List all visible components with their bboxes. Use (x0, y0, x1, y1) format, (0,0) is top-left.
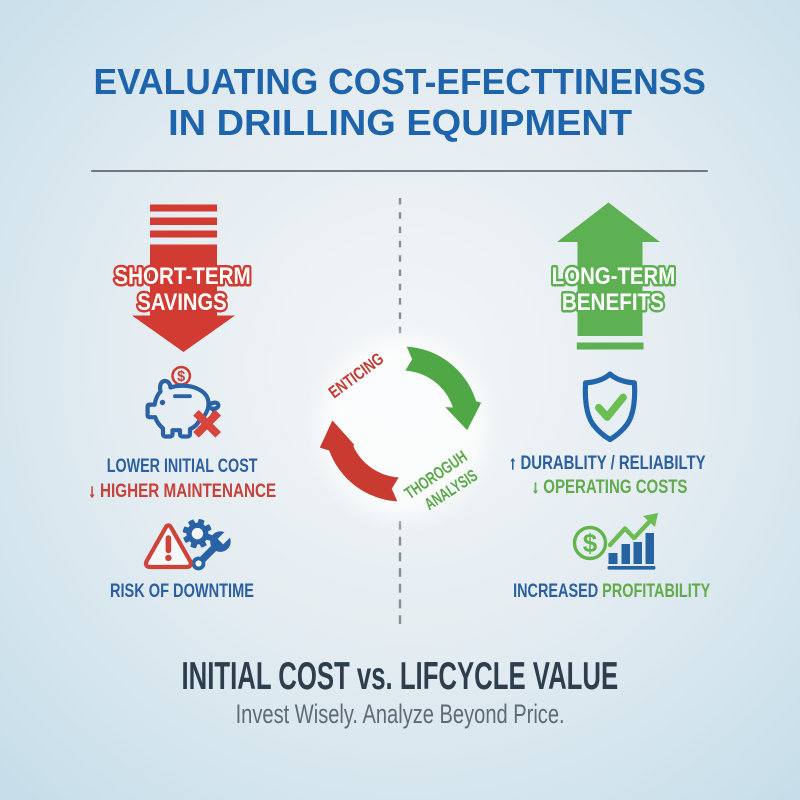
svg-text:$: $ (177, 369, 185, 385)
svg-text:$: $ (583, 528, 598, 558)
svg-text:SHORT-TERM: SHORT-TERM (114, 263, 250, 290)
svg-text:LONG-TERM: LONG-TERM (552, 262, 675, 289)
svg-text:SAVINGS: SAVINGS (137, 288, 226, 315)
svg-text:ENTICING: ENTICING (325, 350, 387, 403)
svg-text:BENEFITS: BENEFITS (562, 289, 664, 316)
